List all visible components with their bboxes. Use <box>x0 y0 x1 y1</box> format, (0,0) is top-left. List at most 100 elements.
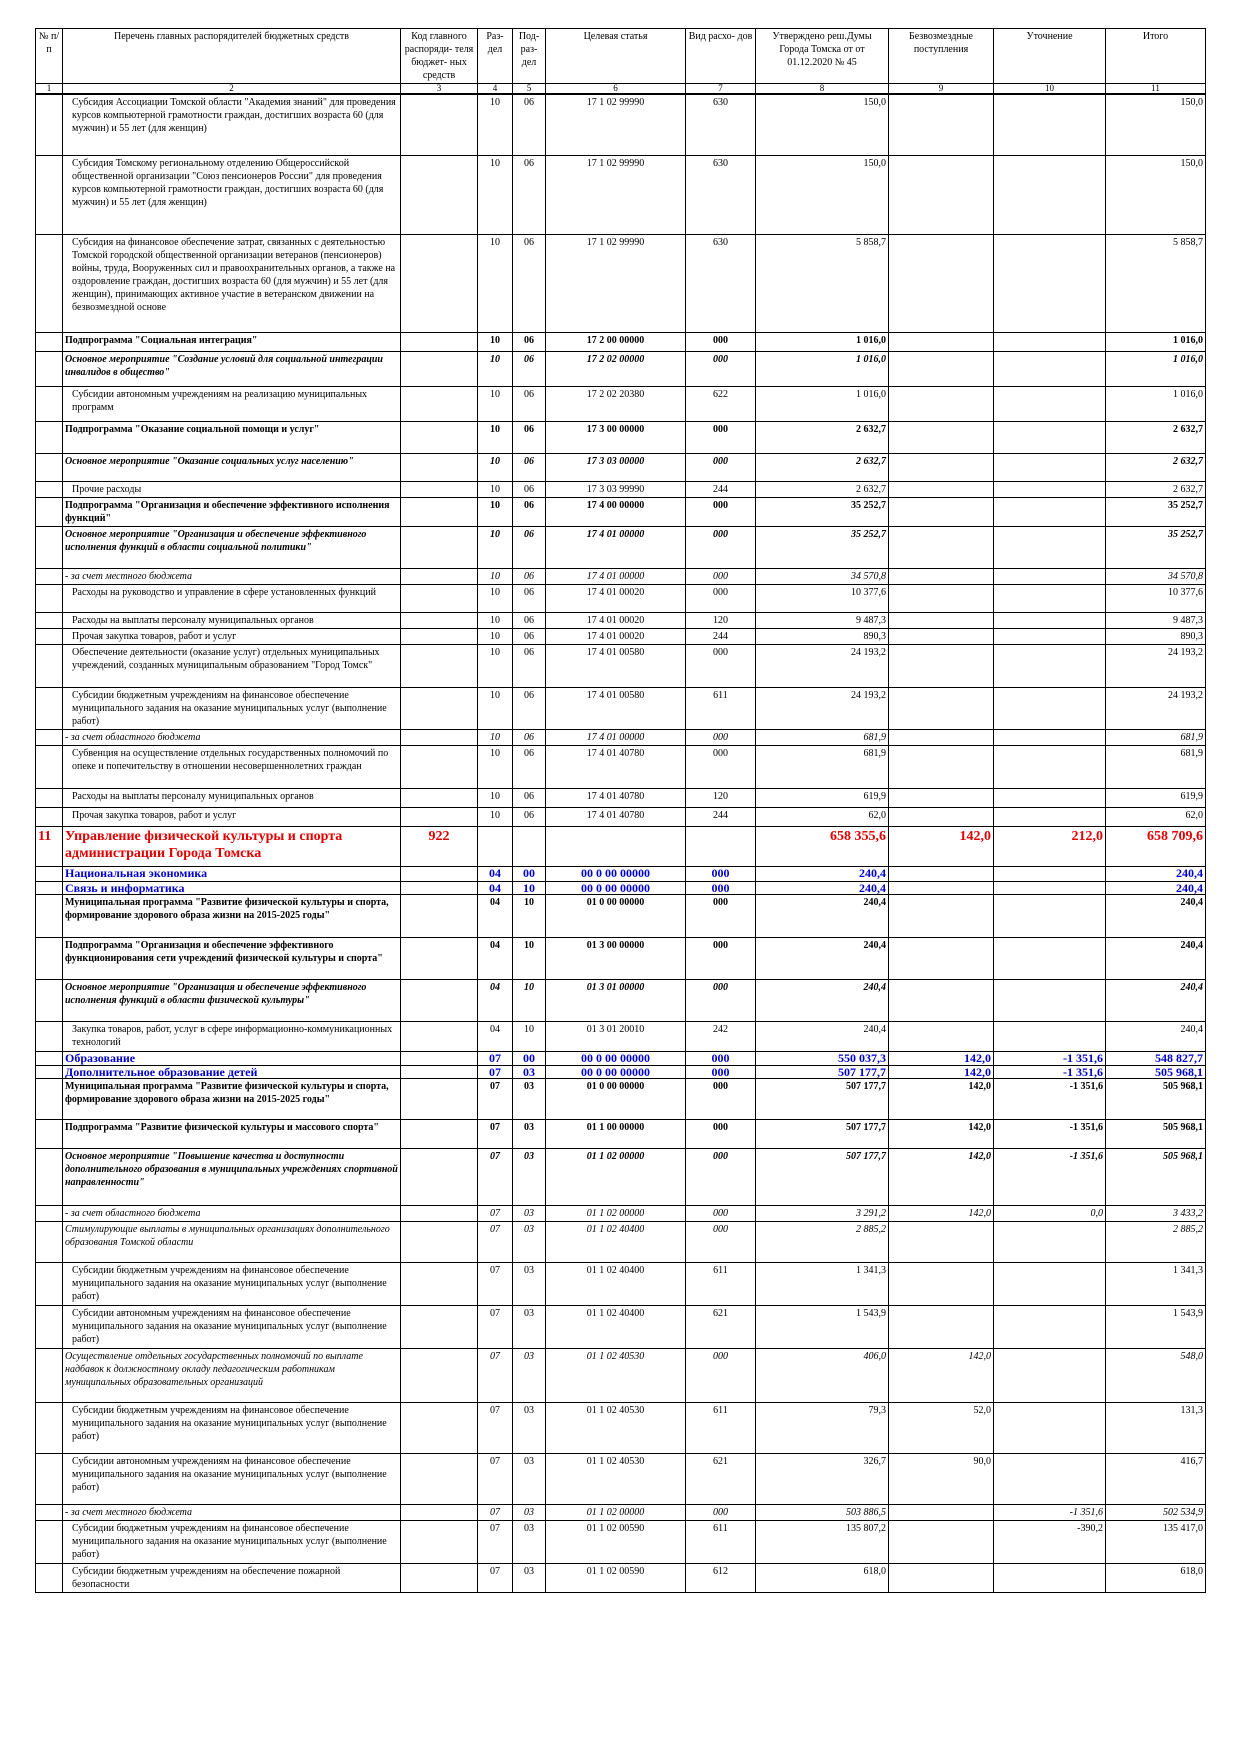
empty-cell <box>888 807 994 827</box>
section: 07 <box>477 1348 513 1403</box>
empty-cell <box>888 93 994 156</box>
column-number: 2 <box>62 83 401 95</box>
table-row: Стимулирующие выплаты в муниципальных ор… <box>35 1221 1206 1263</box>
table-row: Субсидии автономным учреждениям на финан… <box>35 1453 1206 1505</box>
item-name: Субсидии автономным учреждениям на финан… <box>62 1305 401 1349</box>
subsection: 03 <box>512 1078 546 1120</box>
subsection: 03 <box>512 1504 546 1521</box>
column-number: 10 <box>993 83 1106 95</box>
expense-type: 000 <box>685 894 756 938</box>
header-cell: № п/п <box>35 28 63 84</box>
adjustment: 0,0 <box>993 1205 1106 1222</box>
subsection: 06 <box>512 453 546 482</box>
empty-cell <box>35 155 63 235</box>
empty-cell <box>35 745 63 789</box>
header-cell: Итого <box>1105 28 1206 84</box>
empty-cell <box>400 1078 478 1120</box>
total: 240,4 <box>1105 979 1206 1022</box>
empty-cell <box>888 234 994 333</box>
expense-type: 611 <box>685 1262 756 1306</box>
subsection: 06 <box>512 687 546 730</box>
empty-cell <box>993 1021 1106 1052</box>
total: 505 968,1 <box>1105 1078 1206 1120</box>
table-row: Дополнительное образование детей 07 03 00 0… <box>35 1065 1206 1079</box>
subsection: 06 <box>512 332 546 352</box>
empty-cell <box>993 644 1106 688</box>
target-article: 17 4 01 00580 <box>545 687 686 730</box>
empty-cell <box>400 1453 478 1505</box>
subsection: 06 <box>512 788 546 808</box>
expense-type: 621 <box>685 1453 756 1505</box>
total: 62,0 <box>1105 807 1206 827</box>
expense-type: 120 <box>685 788 756 808</box>
item-name: Стимулирующие выплаты в муниципальных ор… <box>62 1221 401 1263</box>
total: 505 968,1 <box>1105 1065 1206 1079</box>
item-name: Подпрограмма "Социальная интеграция" <box>62 332 401 352</box>
empty-cell <box>35 894 63 938</box>
empty-cell <box>35 1504 63 1521</box>
subsection: 10 <box>512 1021 546 1052</box>
item-name: Субсидия Томскому региональному отделени… <box>62 155 401 235</box>
total: 1 341,3 <box>1105 1262 1206 1306</box>
approved-amount: 135 807,2 <box>755 1520 889 1564</box>
subsection: 03 <box>512 1262 546 1306</box>
section: 04 <box>477 866 513 882</box>
row-number: 11 <box>35 826 63 867</box>
gratuitous-receipts: 52,0 <box>888 1402 994 1454</box>
empty-cell <box>400 481 478 498</box>
item-name: Основное мероприятие "Организация и обес… <box>62 526 401 569</box>
empty-cell <box>400 729 478 746</box>
empty-cell <box>888 351 994 387</box>
expense-type: 244 <box>685 628 756 645</box>
target-article: 17 4 01 00000 <box>545 729 686 746</box>
target-article: 17 3 03 99990 <box>545 481 686 498</box>
approved-amount: 658 355,6 <box>755 826 889 867</box>
empty-cell <box>888 729 994 746</box>
table-row: Основное мероприятие "Организация и обес… <box>35 526 1206 569</box>
empty-cell <box>993 155 1106 235</box>
item-name: Национальная экономика <box>62 866 401 882</box>
empty-cell <box>400 1119 478 1149</box>
item-name: Субсидия Ассоциации Томской области "Ака… <box>62 93 401 156</box>
empty-cell <box>35 351 63 387</box>
target-article: 17 1 02 99990 <box>545 155 686 235</box>
subsection: 06 <box>512 729 546 746</box>
subsection: 06 <box>512 526 546 569</box>
empty-cell <box>993 497 1106 527</box>
empty-cell <box>400 155 478 235</box>
empty-cell <box>35 386 63 422</box>
adjustment: -1 351,6 <box>993 1148 1106 1206</box>
subsection: 06 <box>512 93 546 156</box>
expense-type: 000 <box>685 866 756 882</box>
table-row: Подпрограмма "Организация и обеспечение … <box>35 937 1206 980</box>
approved-amount: 681,9 <box>755 729 889 746</box>
empty-cell <box>400 894 478 938</box>
table-row: Подпрограмма "Организация и обеспечение … <box>35 497 1206 527</box>
approved-amount: 1 341,3 <box>755 1262 889 1306</box>
total: 890,3 <box>1105 628 1206 645</box>
subsection: 06 <box>512 234 546 333</box>
subsection: 03 <box>512 1221 546 1263</box>
subsection: 06 <box>512 612 546 629</box>
expense-type: 000 <box>685 1119 756 1149</box>
empty-cell <box>400 234 478 333</box>
target-article: 01 1 02 40400 <box>545 1262 686 1306</box>
empty-cell <box>993 453 1106 482</box>
table-row: Субсидии бюджетным учреждениям на финанс… <box>35 1262 1206 1306</box>
total: 2 885,2 <box>1105 1221 1206 1263</box>
empty-cell <box>400 1348 478 1403</box>
empty-cell <box>400 568 478 585</box>
section: 10 <box>477 351 513 387</box>
expense-type: 000 <box>685 1148 756 1206</box>
adjustment: -1 351,6 <box>993 1051 1106 1066</box>
column-number: 5 <box>512 83 546 95</box>
empty-cell <box>35 1262 63 1306</box>
target-article: 01 1 02 40530 <box>545 1402 686 1454</box>
approved-amount: 35 252,7 <box>755 526 889 569</box>
target-article: 01 0 00 00000 <box>545 1078 686 1120</box>
empty-cell <box>400 687 478 730</box>
total: 34 570,8 <box>1105 568 1206 585</box>
approved-amount: 2 885,2 <box>755 1221 889 1263</box>
empty-cell <box>888 1305 994 1349</box>
expense-type: 000 <box>685 644 756 688</box>
